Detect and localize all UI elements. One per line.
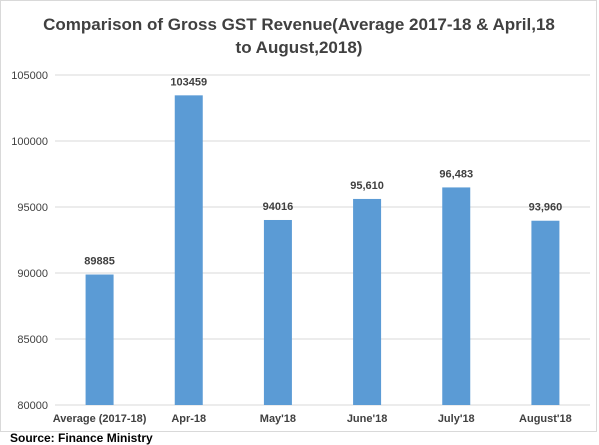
x-category-label: August'18 (519, 413, 572, 425)
bar (531, 220, 560, 405)
chart-title: Comparison of Gross GST Revenue(Average … (43, 15, 555, 57)
x-category-label: May'18 (260, 413, 296, 425)
data-label: 96,483 (439, 168, 473, 180)
chart-title-line-1: Comparison of Gross GST Revenue(Average … (43, 15, 555, 34)
y-tick-label: 105000 (11, 70, 48, 82)
data-labels: 89885 103459 94016 95,610 96,483 93,960 (84, 76, 562, 267)
data-label: 103459 (170, 76, 207, 88)
bars (85, 95, 560, 406)
x-category-label: July'18 (438, 413, 475, 425)
y-tick-label: 80000 (17, 400, 48, 412)
bar (174, 95, 203, 406)
x-category-label: Apr-18 (171, 413, 206, 425)
bar (353, 198, 382, 405)
x-category-label: Average (2017-18) (53, 413, 147, 425)
data-label: 94016 (263, 201, 294, 213)
data-label: 93,960 (529, 202, 563, 214)
data-label: 89885 (84, 256, 115, 268)
y-tick-label: 100000 (11, 136, 48, 148)
y-tick-label: 85000 (17, 334, 48, 346)
chart-title-line-2: to August,2018) (236, 38, 363, 57)
gridlines (55, 74, 590, 406)
source-note: Source: Finance Ministry (10, 431, 153, 445)
x-axis-category-labels: Average (2017-18) Apr-18 May'18 June'18 July… (53, 413, 572, 425)
data-label: 95,610 (350, 180, 384, 192)
bar (263, 219, 292, 405)
x-category-label: June'18 (347, 413, 388, 425)
y-axis-tick-labels: 80000 85000 90000 95000 100000 105000 (11, 70, 48, 412)
bar (85, 274, 114, 405)
y-tick-label: 95000 (17, 202, 48, 214)
bar-chart: Comparison of Gross GST Revenue(Average … (11, 15, 590, 425)
y-tick-label: 90000 (17, 268, 48, 280)
bar (442, 187, 471, 405)
